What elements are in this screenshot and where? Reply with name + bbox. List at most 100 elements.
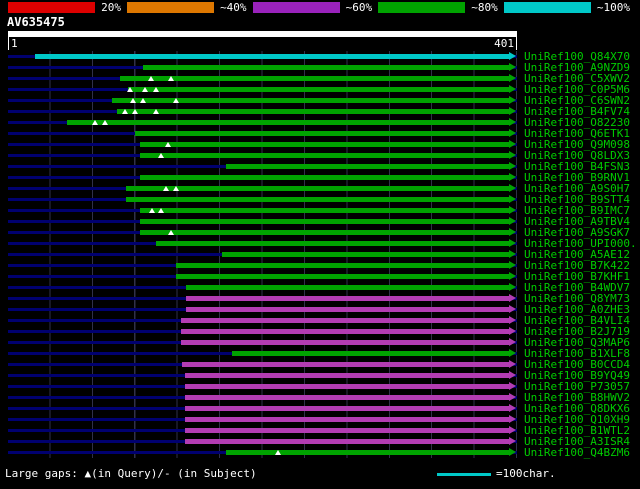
subject-label[interactable]: UniRef100_B9IMC7	[524, 204, 630, 217]
alignment-track	[8, 106, 517, 117]
alignment-bar[interactable]	[186, 305, 516, 313]
query-ruler-bar	[8, 31, 517, 37]
alignment-row: UniRef100_A9SGK7	[0, 227, 640, 238]
subject-label[interactable]: UniRef100_C5XWV2	[524, 72, 630, 85]
arrowhead-icon	[509, 74, 516, 82]
subject-label[interactable]: UniRef100_Q8DKX6	[524, 402, 630, 415]
subject-label[interactable]: UniRef100_A9SGK7	[524, 226, 630, 239]
subject-label[interactable]: UniRef100_B4WDV7	[524, 281, 630, 294]
alignment-bar[interactable]	[181, 338, 516, 346]
alignment-row: UniRef100_A9S0H7	[0, 183, 640, 194]
alignment-bar[interactable]	[140, 217, 516, 225]
alignment-bar[interactable]	[225, 162, 516, 170]
alignment-bar[interactable]	[112, 96, 516, 104]
alignment-bar[interactable]	[135, 129, 516, 137]
gap-triangle-icon	[148, 208, 155, 213]
alignment-bar[interactable]	[181, 316, 516, 324]
alignment-row: UniRef100_Q8DKX6	[0, 403, 640, 414]
scale-label-20: 20%	[101, 1, 121, 14]
alignment-bar[interactable]	[184, 426, 516, 434]
subject-label[interactable]: UniRef100_Q8YM73	[524, 292, 630, 305]
subject-label[interactable]: UniRef100_Q84X70	[524, 50, 630, 63]
alignment-bar[interactable]	[184, 437, 516, 445]
subject-label[interactable]: UniRef100_B4FSN3	[524, 160, 630, 173]
alignment-bar[interactable]	[184, 371, 516, 379]
subject-label[interactable]: UniRef100_C0P5M6	[524, 83, 630, 96]
alignment-row: UniRef100_C5XWV2	[0, 73, 640, 84]
arrowhead-icon	[509, 272, 516, 280]
alignment-bar[interactable]	[140, 206, 516, 214]
alignment-bar[interactable]	[119, 74, 516, 82]
alignment-track	[8, 150, 517, 161]
alignment-bar[interactable]	[221, 250, 516, 258]
alignment-bar[interactable]	[175, 272, 516, 280]
subject-label[interactable]: UniRef100_A9S0H7	[524, 182, 630, 195]
subject-label[interactable]: UniRef100_Q8LDX3	[524, 149, 630, 162]
gap-triangle-icon	[274, 450, 281, 455]
subject-label[interactable]: UniRef100_A9NZD9	[524, 61, 630, 74]
alignment-bar[interactable]	[142, 63, 516, 71]
alignment-row: UniRef100_C6SWN2	[0, 95, 640, 106]
alignment-track	[8, 249, 517, 260]
subject-label[interactable]: UniRef100_B7K422	[524, 259, 630, 272]
alignment-track	[8, 414, 517, 425]
subject-label[interactable]: UniRef100_O82230	[524, 116, 630, 129]
alignment-bar[interactable]	[140, 228, 516, 236]
alignment-bar[interactable]	[231, 349, 516, 357]
alignment-bar[interactable]	[184, 415, 516, 423]
subject-label[interactable]: UniRef100_Q3MAP6	[524, 336, 630, 349]
alignment-track	[8, 425, 517, 436]
alignment-bar[interactable]	[155, 239, 516, 247]
subject-label[interactable]: UniRef100_B9STT4	[524, 193, 630, 206]
alignment-bar[interactable]	[184, 393, 516, 401]
alignment-plot: UniRef100_Q84X70 UniRef100_A9NZD9 UniRef10…	[0, 51, 640, 458]
subject-label[interactable]: UniRef100_B1WTL2	[524, 424, 630, 437]
alignment-bar[interactable]	[140, 173, 516, 181]
alignment-bar[interactable]	[175, 261, 516, 269]
alignment-bar[interactable]	[184, 404, 516, 412]
arrowhead-icon	[509, 327, 516, 335]
arrowhead-icon	[509, 360, 516, 368]
alignment-bar[interactable]	[140, 151, 516, 159]
subject-label[interactable]: UniRef100_C6SWN2	[524, 94, 630, 107]
alignment-bar[interactable]	[34, 52, 516, 60]
alignment-bar[interactable]	[66, 118, 516, 126]
subject-label[interactable]: UniRef100_A0ZHE3	[524, 303, 630, 316]
alignment-bar[interactable]	[127, 85, 516, 93]
subject-label[interactable]: UniRef100_B2J719	[524, 325, 630, 338]
arrowhead-icon	[509, 118, 516, 126]
arrowhead-icon	[509, 349, 516, 357]
alignment-track	[8, 216, 517, 227]
alignment-bar[interactable]	[186, 294, 516, 302]
alignment-bar[interactable]	[186, 283, 516, 291]
alignment-row: UniRef100_Q8LDX3	[0, 150, 640, 161]
subject-label[interactable]: UniRef100_A3ISR4	[524, 435, 630, 448]
alignment-bar[interactable]	[117, 107, 516, 115]
alignment-row: UniRef100_A9NZD9	[0, 62, 640, 73]
alignment-bar[interactable]	[140, 140, 516, 148]
alignment-bar[interactable]	[181, 327, 516, 335]
subject-label[interactable]: UniRef100_B0CCD4	[524, 358, 630, 371]
alignment-bar[interactable]	[126, 195, 516, 203]
subject-label[interactable]: UniRef100_B7KHF1	[524, 270, 630, 283]
subject-label[interactable]: UniRef100_B8HWV2	[524, 391, 630, 404]
subject-label[interactable]: UniRef100_P73057	[524, 380, 630, 393]
alignment-bar[interactable]	[225, 448, 516, 456]
subject-label[interactable]: UniRef100_Q10XH9	[524, 413, 630, 426]
alignment-bar[interactable]	[184, 382, 516, 390]
subject-label[interactable]: UniRef100_Q9M098	[524, 138, 630, 151]
scale-label-80: ~80%	[471, 1, 498, 14]
subject-label[interactable]: UniRef100_A5AE12	[524, 248, 630, 261]
alignment-bar[interactable]	[182, 360, 516, 368]
subject-label[interactable]: UniRef100_B9RNV1	[524, 171, 630, 184]
subject-label[interactable]: UniRef100_UPI000.	[524, 237, 637, 250]
subject-label[interactable]: UniRef100_A9TBV4	[524, 215, 630, 228]
subject-label[interactable]: UniRef100_B9YQ49	[524, 369, 630, 382]
subject-label[interactable]: UniRef100_Q6ETK1	[524, 127, 630, 140]
subject-label[interactable]: UniRef100_B4FV74	[524, 105, 630, 118]
gap-triangle-icon	[167, 230, 174, 235]
subject-label[interactable]: UniRef100_Q4BZM6	[524, 446, 630, 459]
subject-label[interactable]: UniRef100_B1XLF8	[524, 347, 630, 360]
alignment-bar[interactable]	[126, 184, 516, 192]
subject-label[interactable]: UniRef100_B4VLI4	[524, 314, 630, 327]
